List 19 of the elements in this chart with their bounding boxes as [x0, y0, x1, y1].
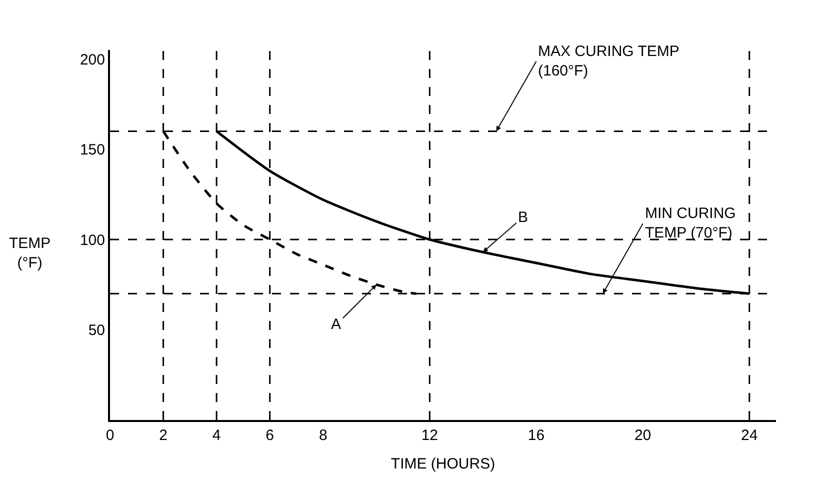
x-tick-label: 2 — [159, 427, 168, 444]
y-tick-label: 150 — [80, 142, 105, 159]
x-tick-label: 20 — [634, 427, 652, 444]
ref-line-label: MIN CURING TEMP (70°F) — [645, 205, 736, 242]
y-axis-title: TEMP (°F) — [9, 235, 51, 272]
x-tick-label: 6 — [266, 427, 274, 444]
x-tick-label: 0 — [106, 427, 114, 444]
x-tick-label: 4 — [212, 427, 221, 444]
x-axis-title: TIME (HOURS) — [390, 456, 496, 472]
y-tick-label: 100 — [80, 232, 105, 249]
text: B — [518, 209, 528, 226]
x-tick-label: 8 — [318, 427, 328, 444]
x-tick-label: 16 — [528, 427, 545, 444]
x-tick-label: 12 — [421, 427, 438, 444]
y-tick-label: 50 — [88, 322, 105, 340]
y-tick-label: 200 — [80, 51, 105, 68]
ref-line-label: MAX CURING TEMP (160°F) — [538, 43, 680, 80]
text: A — [331, 316, 342, 333]
x-tick-label: 24 — [741, 427, 758, 444]
